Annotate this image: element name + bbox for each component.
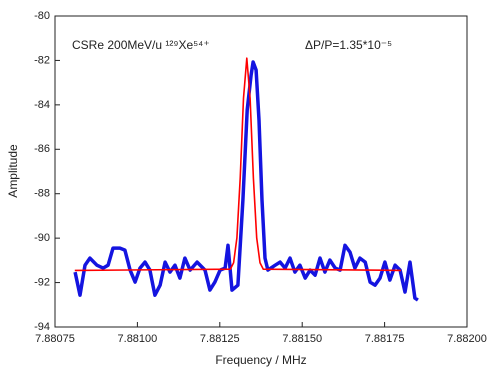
x-tick-label: 7.88075 <box>35 333 75 345</box>
plot-frame <box>54 15 468 328</box>
x-axis-title: Frequency / MHz <box>215 353 306 367</box>
annotation: ΔP/P=1.35*10⁻⁵ <box>305 38 392 52</box>
x-tick-label: 7.88150 <box>282 333 322 345</box>
x-tick-label: 7.88125 <box>200 333 240 345</box>
x-tick-label: 7.88200 <box>447 333 487 345</box>
y-tick-label: -80 <box>34 10 50 22</box>
y-tick-label: -84 <box>34 99 50 111</box>
x-tick-label: 7.88175 <box>365 333 405 345</box>
y-tick-label: -82 <box>34 54 50 66</box>
x-tick-label: 7.88100 <box>118 333 158 345</box>
y-axis-title: Amplitude <box>6 144 20 198</box>
data-line <box>73 60 419 302</box>
annotation: CSRe 200MeV/u ¹²⁹Xe⁵⁴⁺ <box>72 38 210 52</box>
y-tick-label: -88 <box>34 188 50 200</box>
y-tick-label: -94 <box>34 321 50 333</box>
data-line <box>74 57 402 272</box>
y-tick-label: -86 <box>34 143 50 155</box>
y-tick-label: -90 <box>34 232 50 244</box>
y-tick-label: -92 <box>34 276 50 288</box>
